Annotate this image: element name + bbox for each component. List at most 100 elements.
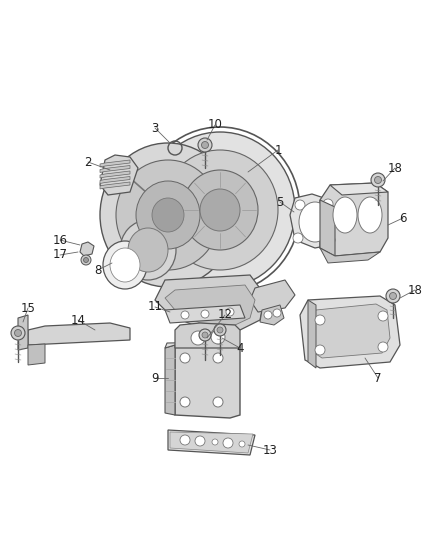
Polygon shape	[300, 296, 400, 368]
Circle shape	[374, 176, 381, 183]
Polygon shape	[100, 182, 130, 189]
Polygon shape	[100, 166, 130, 173]
Polygon shape	[168, 430, 255, 455]
Ellipse shape	[358, 197, 382, 233]
Text: 10: 10	[208, 118, 223, 132]
Circle shape	[213, 353, 223, 363]
Circle shape	[199, 329, 211, 341]
Text: 12: 12	[218, 309, 233, 321]
Text: 11: 11	[148, 301, 162, 313]
Circle shape	[239, 441, 245, 447]
Circle shape	[378, 342, 388, 352]
Circle shape	[198, 138, 212, 152]
Ellipse shape	[299, 202, 331, 242]
Ellipse shape	[120, 220, 176, 280]
Polygon shape	[80, 242, 94, 256]
Circle shape	[315, 315, 325, 325]
Text: 15: 15	[21, 302, 35, 314]
Polygon shape	[165, 345, 175, 415]
Ellipse shape	[100, 143, 236, 287]
Circle shape	[181, 311, 189, 319]
Circle shape	[195, 436, 205, 446]
Circle shape	[180, 397, 190, 407]
Ellipse shape	[333, 197, 357, 233]
Text: 4: 4	[236, 342, 244, 354]
Polygon shape	[100, 176, 130, 183]
Polygon shape	[250, 280, 295, 312]
Circle shape	[223, 438, 233, 448]
Circle shape	[386, 289, 400, 303]
Polygon shape	[100, 160, 130, 167]
Circle shape	[81, 255, 91, 265]
Text: 13: 13	[262, 443, 277, 456]
Polygon shape	[28, 323, 130, 345]
Circle shape	[323, 199, 333, 209]
Polygon shape	[100, 171, 130, 178]
Circle shape	[201, 310, 209, 318]
Polygon shape	[175, 342, 240, 418]
Circle shape	[202, 332, 208, 338]
Polygon shape	[290, 194, 338, 248]
Polygon shape	[100, 155, 138, 195]
Text: 9: 9	[151, 372, 159, 384]
Ellipse shape	[182, 170, 258, 250]
Text: 18: 18	[408, 284, 422, 296]
Polygon shape	[320, 248, 380, 263]
Ellipse shape	[152, 198, 184, 232]
Polygon shape	[28, 344, 45, 365]
Circle shape	[273, 309, 281, 317]
Text: 1: 1	[274, 143, 282, 157]
Text: 18: 18	[388, 161, 403, 174]
Ellipse shape	[136, 181, 200, 249]
Circle shape	[226, 308, 234, 316]
Polygon shape	[330, 183, 388, 195]
Text: 16: 16	[53, 233, 67, 246]
Circle shape	[295, 200, 305, 210]
Circle shape	[84, 257, 88, 262]
Polygon shape	[155, 275, 265, 330]
Circle shape	[201, 141, 208, 149]
Ellipse shape	[162, 150, 278, 270]
Text: 7: 7	[374, 372, 382, 384]
Text: 14: 14	[71, 313, 85, 327]
Circle shape	[11, 326, 25, 340]
Polygon shape	[170, 432, 253, 453]
Text: 6: 6	[399, 212, 407, 224]
Ellipse shape	[200, 189, 240, 231]
Polygon shape	[320, 200, 335, 256]
Circle shape	[212, 439, 218, 445]
Polygon shape	[260, 305, 284, 325]
Polygon shape	[310, 304, 390, 358]
Circle shape	[325, 235, 335, 245]
Text: 3: 3	[151, 122, 159, 134]
Circle shape	[191, 331, 205, 345]
Circle shape	[214, 324, 226, 336]
Circle shape	[213, 397, 223, 407]
Ellipse shape	[128, 228, 168, 272]
Circle shape	[389, 293, 396, 300]
Ellipse shape	[110, 248, 140, 282]
Polygon shape	[165, 285, 255, 325]
Polygon shape	[308, 300, 316, 368]
Circle shape	[293, 233, 303, 243]
Polygon shape	[165, 305, 245, 323]
Ellipse shape	[116, 160, 220, 270]
Circle shape	[217, 327, 223, 333]
Circle shape	[378, 311, 388, 321]
Text: 5: 5	[276, 196, 284, 208]
Circle shape	[315, 345, 325, 355]
Ellipse shape	[145, 132, 295, 288]
Text: 8: 8	[94, 263, 102, 277]
Circle shape	[180, 435, 190, 445]
Ellipse shape	[103, 241, 147, 289]
Text: 2: 2	[84, 156, 92, 168]
Polygon shape	[320, 183, 388, 256]
Circle shape	[371, 173, 385, 187]
Polygon shape	[175, 323, 240, 348]
Circle shape	[180, 353, 190, 363]
Circle shape	[264, 311, 272, 319]
Polygon shape	[18, 315, 28, 350]
Circle shape	[14, 329, 21, 336]
Text: 17: 17	[53, 248, 67, 262]
Polygon shape	[165, 342, 240, 348]
